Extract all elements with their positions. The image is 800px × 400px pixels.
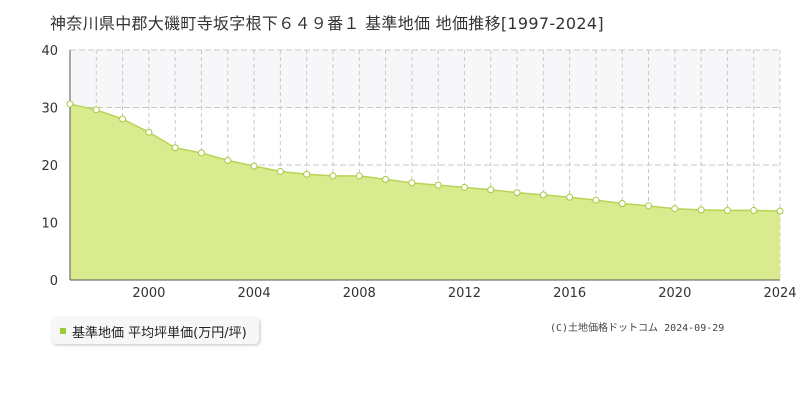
x-tick-label: 2000 (132, 286, 165, 301)
x-tick-label: 2012 (448, 286, 481, 301)
data-point (355, 172, 363, 180)
data-point (303, 170, 311, 178)
x-tick-label: 2020 (658, 286, 691, 301)
x-tick-label: 2016 (553, 286, 586, 301)
y-tick-label: 20 (41, 159, 58, 174)
data-point (723, 206, 731, 214)
chart-title: 神奈川県中郡大磯町寺坂字根下６４９番１ 基準地価 地価推移[1997-2024] (50, 14, 604, 33)
data-point (382, 175, 390, 183)
data-point (329, 172, 337, 180)
plot-band (70, 50, 780, 108)
data-point (697, 206, 705, 214)
x-tick-label: 2008 (343, 286, 376, 301)
y-tick-label: 0 (50, 274, 58, 289)
data-point (66, 100, 74, 108)
data-point (566, 193, 574, 201)
legend-swatch (60, 328, 66, 334)
legend: 基準地価 平均坪単価(万円/坪) (52, 318, 259, 344)
data-point (224, 156, 232, 164)
legend-label: 基準地価 平均坪単価(万円/坪) (72, 325, 247, 341)
y-tick-label: 40 (41, 44, 58, 59)
x-tick-label: 2024 (763, 286, 796, 301)
data-point (671, 205, 679, 213)
x-tick-label: 2004 (238, 286, 271, 301)
y-tick-label: 30 (41, 102, 58, 117)
data-point (487, 186, 495, 194)
data-point (776, 207, 784, 215)
copyright-text: (C)土地価格ドットコム 2024-09-29 (550, 323, 725, 334)
data-point (513, 189, 521, 197)
data-point (276, 167, 284, 175)
data-point (618, 200, 626, 208)
series-line (69, 103, 781, 212)
data-point (92, 106, 100, 114)
series-area (70, 104, 780, 280)
data-point (408, 179, 416, 187)
data-point (250, 162, 258, 170)
data-point (171, 144, 179, 152)
y-tick-label: 10 (41, 217, 58, 232)
data-point (119, 115, 127, 123)
data-point (197, 149, 205, 157)
data-point (592, 196, 600, 204)
data-point (460, 183, 468, 191)
data-point (645, 202, 653, 210)
data-point (750, 206, 758, 214)
data-point (434, 181, 442, 189)
data-point (539, 191, 547, 199)
data-point (145, 128, 153, 136)
